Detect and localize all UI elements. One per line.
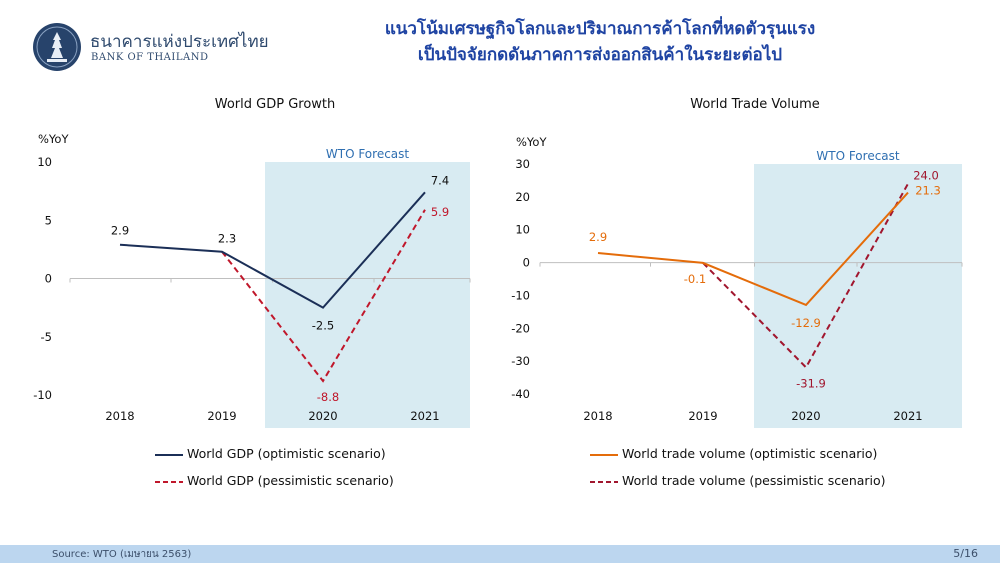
y-tick-label: -10 bbox=[511, 288, 530, 302]
legend-gdp-pessimistic-label: World GDP (pessimistic scenario) bbox=[187, 473, 394, 488]
series-line-pessimistic bbox=[221, 209, 426, 383]
page-number: 5/16 bbox=[953, 547, 978, 560]
y-axis-label: %YoY bbox=[516, 135, 547, 149]
y-axis-label: %YoY bbox=[38, 132, 69, 146]
data-label: 2.9 bbox=[111, 224, 129, 238]
chart-title: World GDP Growth bbox=[215, 97, 336, 112]
legend-trade-pessimistic-label: World trade volume (pessimistic scenario… bbox=[622, 473, 886, 488]
x-tick-label: 2020 bbox=[791, 409, 820, 423]
y-tick-label: 10 bbox=[515, 223, 530, 237]
x-tick-label: 2020 bbox=[308, 409, 337, 423]
slide-title-line-1: แนวโน้มเศรษฐกิจโลกและปริมาณการค้าโลกที่ห… bbox=[384, 19, 816, 39]
y-tick-label: -40 bbox=[511, 387, 530, 401]
legend-dashed-line-icon bbox=[590, 481, 618, 483]
forecast-band bbox=[754, 164, 962, 428]
data-label: 2.3 bbox=[218, 232, 236, 246]
data-label: 5.9 bbox=[431, 205, 449, 219]
y-tick-label: 0 bbox=[523, 256, 530, 270]
y-tick-label: 20 bbox=[515, 190, 530, 204]
y-tick-label: 5 bbox=[45, 213, 52, 227]
y-tick-label: -5 bbox=[41, 330, 52, 344]
y-tick-label: 10 bbox=[37, 155, 52, 169]
legend-dashed-line-icon bbox=[155, 481, 183, 483]
series-line-optimistic bbox=[119, 191, 426, 309]
charts-canvas: WTO Forecast World GDP Growth %YoY 10 5 0 -5 -1… bbox=[33, 97, 963, 428]
chart-title: World Trade Volume bbox=[690, 97, 819, 112]
legend-solid-line-icon bbox=[155, 454, 183, 456]
data-label: 21.3 bbox=[915, 184, 941, 198]
org-name-english: BANK OF THAILAND bbox=[91, 52, 209, 63]
data-label: -12.9 bbox=[791, 316, 821, 330]
slide-title: แนวโน้มเศรษฐกิจโลกและปริมาณการค้าโลกที่ห… bbox=[360, 16, 840, 68]
y-tick-label: 30 bbox=[515, 157, 530, 171]
data-label: -0.1 bbox=[684, 272, 706, 286]
legend-trade-optimistic-label: World trade volume (optimistic scenario) bbox=[622, 446, 878, 461]
x-tick-label: 2021 bbox=[893, 409, 922, 423]
data-label: 7.4 bbox=[431, 173, 449, 187]
bank-seal-icon bbox=[33, 23, 81, 71]
y-tick-label: -30 bbox=[511, 354, 530, 368]
legend-solid-line-icon bbox=[590, 454, 618, 456]
x-tick-label: 2018 bbox=[105, 409, 134, 423]
x-tick-label: 2019 bbox=[688, 409, 717, 423]
forecast-band bbox=[265, 162, 470, 428]
footer-bar: Source: WTO (เมษายน 2563) 5/16 bbox=[0, 545, 1000, 563]
forecast-label: WTO Forecast bbox=[326, 147, 410, 161]
data-label: -31.9 bbox=[796, 376, 826, 390]
y-tick-label: 0 bbox=[45, 272, 52, 286]
x-tick-label: 2019 bbox=[207, 409, 236, 423]
legend-gdp-optimistic-label: World GDP (optimistic scenario) bbox=[187, 446, 386, 461]
y-tick-label: -10 bbox=[33, 388, 52, 402]
data-label: -8.8 bbox=[317, 390, 339, 404]
data-label: 24.0 bbox=[913, 169, 939, 183]
x-tick-label: 2021 bbox=[410, 409, 439, 423]
data-label: -2.5 bbox=[312, 319, 334, 333]
slide-title-line-2: เป็นปัจจัยกดดันภาคการส่งออกสินค้าในระยะต… bbox=[417, 45, 783, 65]
org-name-thai: ธนาคารแห่งประเทศไทย bbox=[90, 32, 269, 52]
y-tick-label: -20 bbox=[511, 321, 530, 335]
data-label: 2.9 bbox=[589, 230, 607, 244]
bank-logo: ธนาคารแห่งประเทศไทย BANK OF THAILAND bbox=[32, 22, 269, 72]
source-note: Source: WTO (เมษายน 2563) bbox=[52, 549, 192, 560]
series-line-optimistic bbox=[597, 191, 909, 307]
x-tick-label: 2018 bbox=[583, 409, 612, 423]
forecast-label: WTO Forecast bbox=[816, 149, 900, 163]
